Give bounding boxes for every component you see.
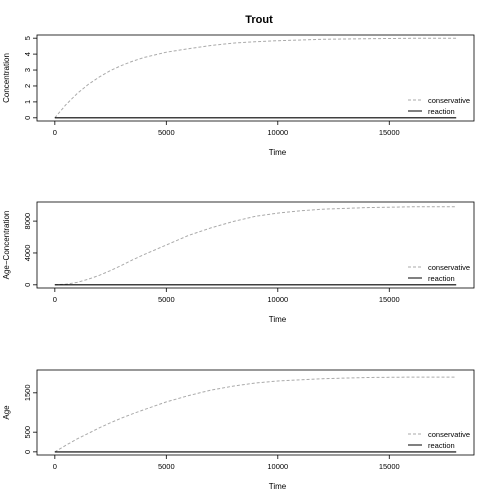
x-tick-label: 15000 (379, 462, 400, 471)
y-tick-label: 0 (23, 116, 32, 120)
legend-label-reaction: reaction (428, 274, 455, 283)
panel-2: 0 5000 10000 15000 0 4000 8000 Time Age−Concentr… (2, 201, 475, 324)
x-axis-label: Time (269, 315, 287, 324)
plot-frame (36, 201, 475, 289)
y-tick-label: 1 (23, 100, 32, 104)
y-tick-label: 3 (23, 68, 32, 72)
figure-title: Trout (245, 14, 273, 26)
x-tick-label: 10000 (267, 295, 288, 304)
y-tick-label: 1500 (23, 384, 32, 401)
panel-3: 0 5000 10000 15000 0 500 1500 Time Age conservati… (2, 369, 475, 491)
x-tick-label: 0 (53, 128, 57, 137)
x-tick-label: 10000 (267, 462, 288, 471)
y-tick-label: 5 (23, 36, 32, 40)
x-tick-label: 5000 (158, 462, 175, 471)
x-tick-label: 5000 (158, 128, 175, 137)
x-tick-label: 15000 (379, 128, 400, 137)
x-tick-label: 0 (53, 462, 57, 471)
y-tick-label: 0 (23, 283, 32, 287)
y-tick-label: 2 (23, 84, 32, 88)
x-tick-label: 0 (53, 295, 57, 304)
legend-label-conservative: conservative (428, 430, 470, 439)
x-tick-label: 5000 (158, 295, 175, 304)
x-tick-label: 15000 (379, 295, 400, 304)
legend-label-reaction: reaction (428, 107, 455, 116)
y-tick-label: 8000 (23, 213, 32, 230)
x-axis-label: Time (269, 482, 287, 491)
y-axis-label: Age−Concentration (2, 211, 11, 280)
panel-1: 0 5000 10000 15000 0 1 2 3 4 5 Time Concentration co… (2, 34, 475, 157)
y-tick-label: 4 (23, 52, 32, 56)
y-tick-label: 4000 (23, 245, 32, 262)
series-line-conservative (54, 206, 457, 286)
legend-label-reaction: reaction (428, 441, 455, 450)
plot-frame (36, 34, 475, 122)
x-axis-label: Time (269, 148, 287, 157)
legend-label-conservative: conservative (428, 263, 470, 272)
y-tick-label: 500 (23, 426, 32, 439)
series-line-conservative (54, 37, 457, 119)
y-tick-label: 0 (23, 450, 32, 454)
legend-label-conservative: conservative (428, 96, 470, 105)
y-axis-label: Concentration (2, 53, 11, 103)
plot-frame (36, 369, 475, 456)
series-line-conservative (54, 376, 457, 453)
y-axis-label: Age (2, 405, 11, 420)
x-tick-label: 10000 (267, 128, 288, 137)
